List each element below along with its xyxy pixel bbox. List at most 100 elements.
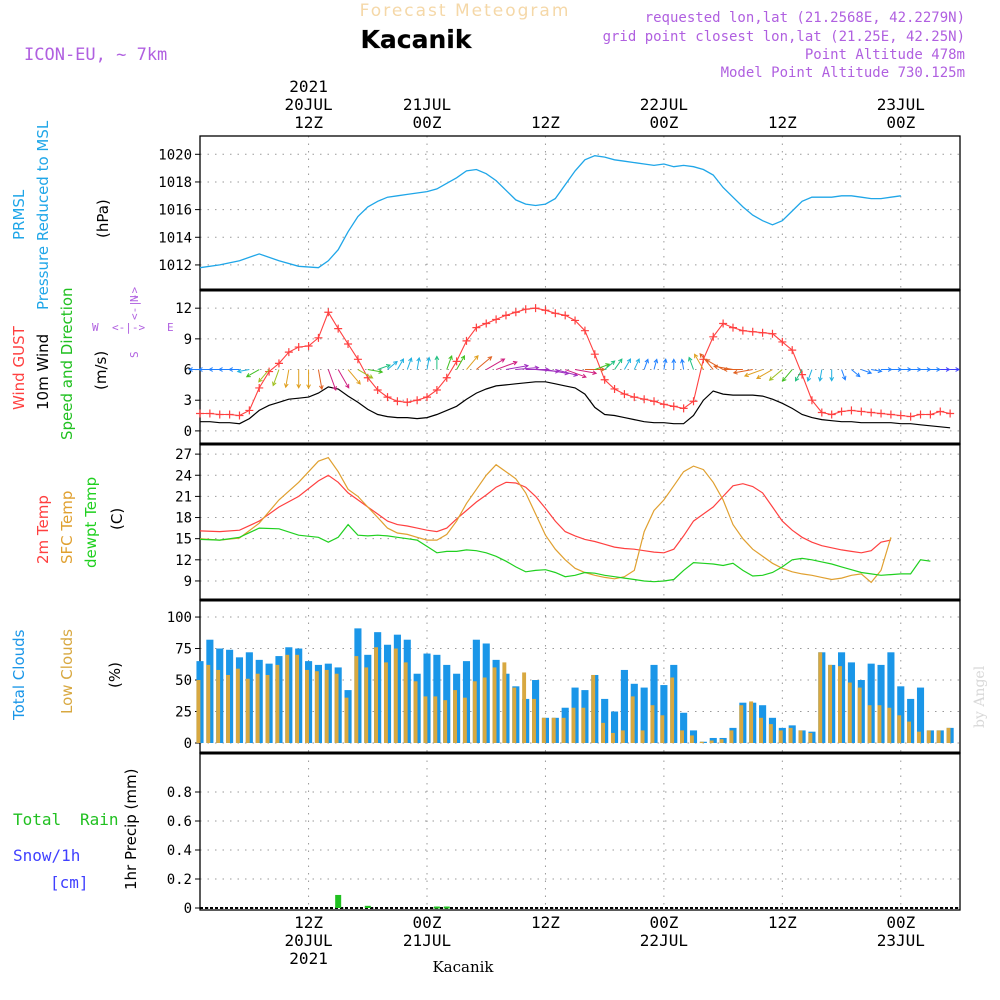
wind-direction-arrow — [950, 367, 961, 372]
low-cloud-bar — [818, 652, 823, 743]
temp-sfc-line — [199, 456, 892, 584]
wind-direction-arrow — [377, 363, 391, 371]
low-cloud-bar — [423, 696, 428, 743]
low-cloud-bar — [383, 662, 388, 743]
low-cloud-bar — [857, 687, 862, 743]
gust-marker — [196, 409, 204, 418]
low-cloud-bar — [709, 740, 714, 743]
temp-dewpt-label: dewpt Temp — [82, 477, 100, 568]
gust-marker — [334, 324, 343, 333]
gust-marker — [205, 409, 214, 418]
bottom-time-label: 00Z — [649, 913, 678, 932]
bottom-time-label: 21JUL — [403, 931, 451, 950]
gust-marker — [906, 412, 915, 421]
wind-direction-arrow — [515, 365, 540, 371]
low-cloud-bar — [591, 674, 596, 743]
bottom-time-label: 20JUL — [284, 931, 332, 950]
wind-direction-arrow — [426, 356, 431, 370]
wind-direction-arrow — [466, 355, 479, 370]
gust-marker — [314, 333, 323, 342]
wind-direction-arrow — [357, 369, 374, 379]
panel-frame — [199, 599, 961, 754]
pressure-unit: (hPa) — [94, 199, 112, 238]
wind-direction-arrow — [818, 369, 823, 382]
gust-marker — [373, 385, 382, 394]
gust-marker — [837, 407, 846, 416]
wind-direction-arrow — [416, 356, 421, 370]
low-cloud-bar — [788, 727, 793, 743]
low-cloud-bar — [472, 681, 477, 743]
low-cloud-bar — [729, 730, 734, 743]
low-cloud-bar — [235, 668, 240, 743]
wind-direction-arrow — [306, 369, 311, 390]
top-time-label: 23JUL — [877, 95, 925, 114]
low-cloud-bar — [324, 669, 329, 743]
temp-sfc-label: SFC Temp — [58, 491, 76, 564]
wind-unit: (m/s) — [92, 351, 110, 390]
wind-direction-arrow — [283, 369, 290, 389]
wind-direction-arrow — [633, 358, 640, 370]
gust-marker — [452, 357, 461, 366]
precip-total-label: Total — [13, 810, 61, 829]
temp-2m-line — [199, 474, 892, 554]
wind-direction-arrow — [841, 369, 847, 381]
footer-location: Kacanik — [432, 958, 494, 976]
gust-marker — [728, 323, 737, 332]
wind-direction-arrow — [653, 358, 659, 370]
low-cloud-bar — [828, 664, 833, 743]
wind-direction-arrow — [671, 358, 677, 370]
total-cloud-bar — [897, 686, 905, 743]
panels: 1012 1014 1016 1018 1020 0 3 6 9 12 9 12 15 18 21 24 27 0… — [158, 135, 961, 917]
y-tick-label: 0.2 — [167, 872, 192, 888]
clouds-unit: (%) — [106, 662, 124, 688]
wind-direction-arrow — [387, 360, 398, 370]
prmsl-label: PRMSL — [10, 189, 28, 240]
gust-marker — [294, 343, 303, 352]
point-altitude: Point Altitude 478m — [805, 47, 965, 63]
gust-marker — [511, 308, 520, 317]
gust-marker — [926, 410, 935, 419]
wind-direction-arrow — [327, 369, 337, 391]
gust-marker — [650, 397, 659, 406]
pressure-line — [199, 155, 901, 269]
gust-marker — [916, 410, 925, 419]
gust-marker — [817, 408, 826, 417]
temp-dewpt-line — [199, 523, 931, 583]
total-cloud-bar — [867, 663, 875, 743]
gust-marker — [857, 407, 866, 416]
wind-direction-arrow — [699, 353, 714, 370]
precip-axis-label: 1hr Precip (mm) — [122, 769, 140, 890]
wind-direction-arrow — [806, 369, 813, 382]
low-cloud-bar — [907, 721, 912, 743]
total-cloud-bar — [610, 711, 619, 743]
gust-marker — [482, 319, 491, 328]
gust-marker — [778, 337, 787, 346]
compass-line-we: <-|-> — [112, 321, 145, 334]
top-time-label: 00Z — [649, 113, 678, 132]
bottom-time-label: 12Z — [531, 913, 560, 932]
wind-direction-arrow — [604, 360, 616, 370]
bottom-time-label: 23JUL — [877, 931, 925, 950]
low-cloud-bar — [285, 654, 290, 743]
total-cloud-bar — [680, 712, 688, 743]
gust-marker — [689, 397, 698, 406]
low-cloud-bar — [532, 698, 536, 743]
gust-marker — [344, 339, 353, 348]
wind-direction-arrow — [347, 369, 361, 385]
top-time-label: 00Z — [413, 113, 442, 132]
bottom-time-label: 12Z — [768, 913, 797, 932]
wind-direction-arrow — [594, 363, 611, 371]
wind-labels: Wind GUST 10m Wind Speed and Direction (… — [10, 287, 174, 440]
wind-direction-arrow — [197, 367, 210, 372]
low-cloud-bar — [936, 730, 941, 743]
wind-direction-arrow — [688, 356, 694, 370]
y-tick-label: 15 — [175, 532, 192, 548]
wind-direction-arrow — [565, 369, 587, 379]
gust-marker — [571, 316, 580, 325]
wind-direction-arrow — [406, 357, 413, 370]
gust-marker — [640, 395, 649, 404]
cloud-labels: Total Clouds Low Clouds (%) — [10, 629, 124, 721]
y-tick-label: 0 — [184, 736, 192, 752]
rain-bar — [443, 906, 450, 909]
gust-marker — [383, 393, 392, 402]
